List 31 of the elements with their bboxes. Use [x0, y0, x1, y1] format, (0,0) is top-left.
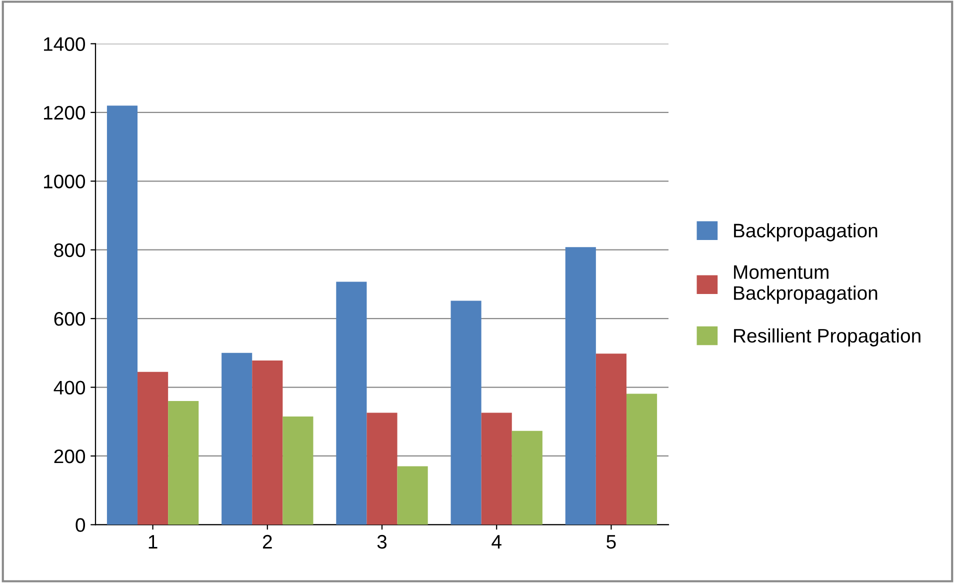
legend-label: Resillient Propagation — [734, 328, 920, 346]
y-tick-label: 200 — [54, 449, 86, 464]
bar — [252, 360, 283, 525]
x-tick-label: 5 — [606, 535, 616, 549]
bar — [565, 247, 596, 525]
bar — [512, 430, 542, 525]
legend-label: Backpropagation — [734, 223, 878, 242]
bar — [481, 412, 512, 525]
bar — [366, 412, 398, 525]
bar — [282, 416, 314, 525]
y-tick-label: 1200 — [44, 106, 86, 120]
x-tick-label: 2 — [262, 534, 272, 549]
bar — [138, 372, 168, 525]
x-tick-label: 1 — [148, 535, 158, 549]
bar — [450, 300, 482, 525]
y-tick-label: 600 — [54, 312, 86, 326]
y-tick-label: 1400 — [44, 37, 86, 51]
x-tick-label: 4 — [492, 535, 502, 549]
bar — [336, 282, 367, 525]
bar — [626, 394, 658, 525]
bar — [596, 354, 626, 525]
bar — [106, 106, 138, 525]
bar — [222, 352, 252, 525]
y-tick-label: 0 — [76, 518, 86, 532]
y-tick-label: 1000 — [44, 174, 86, 188]
bar — [168, 401, 199, 525]
y-tick-label: 400 — [54, 380, 86, 395]
y-tick-label: 800 — [54, 243, 86, 258]
legend-label: Momentum Backpropagation — [734, 265, 878, 304]
x-tick-label: 3 — [377, 534, 387, 549]
bar — [397, 466, 428, 525]
